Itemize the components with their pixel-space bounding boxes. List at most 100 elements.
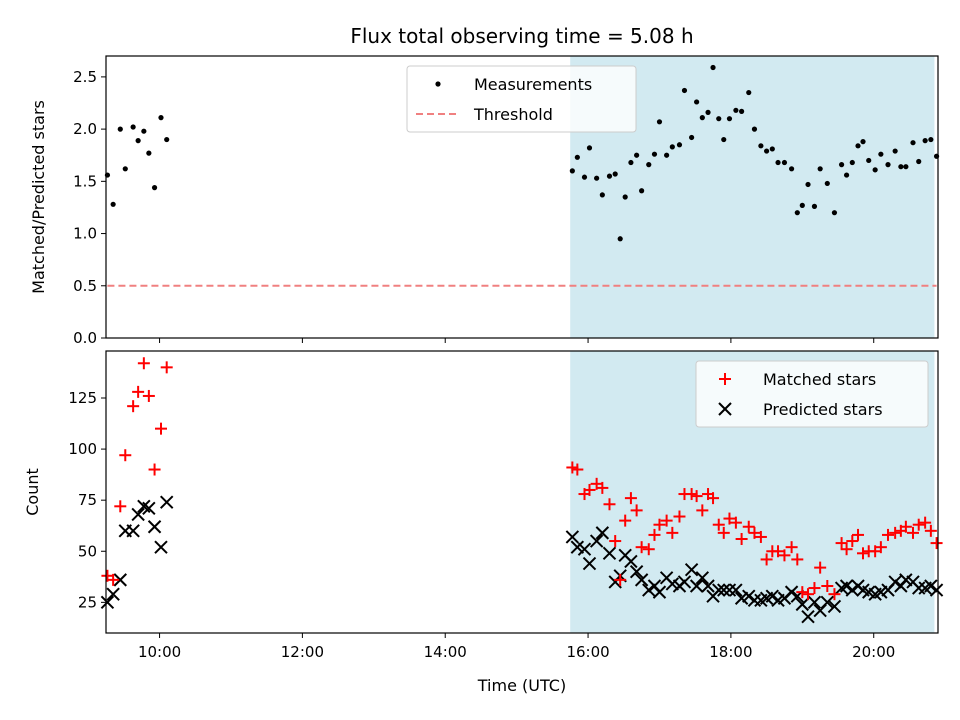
matched-star-point [717, 526, 730, 539]
bottom-ytick-label: 50 [78, 542, 97, 560]
bottom-points-layer [100, 357, 944, 624]
measurement-point [928, 136, 934, 143]
measurement-point [122, 166, 128, 172]
measurement-point [775, 159, 781, 166]
matched-star-point [648, 528, 661, 541]
measurement-point [824, 180, 830, 187]
predicted-star-point [602, 546, 617, 561]
top-ytick-label: 0.5 [73, 277, 97, 295]
matched-star-point [148, 463, 161, 476]
predicted-star-point [159, 495, 174, 509]
matched-star-point [808, 582, 821, 595]
measurement-point [788, 166, 795, 172]
matched-star-point [874, 541, 887, 554]
predicted-star-point [765, 589, 780, 603]
measurement-point [878, 151, 884, 157]
matched-star-point [760, 553, 773, 566]
predicted-star-point [642, 583, 656, 597]
matched-star-point [635, 541, 648, 554]
matched-star-point [778, 549, 791, 562]
measurement-point [710, 64, 716, 71]
x-axis-label: Time (UTC) [477, 676, 566, 695]
bottom-legend: Matched stars Predicted stars [695, 360, 929, 428]
matched-star-point [712, 518, 725, 531]
bottom-panel: 25 50 75 100 125 10:00 12:00 14:00 16:00 18:00 20… [23, 350, 944, 695]
measurement-point [872, 167, 878, 173]
predicted-star-point [845, 583, 860, 597]
legend-matched-label: Matched stars [763, 370, 876, 389]
legend-predicted-label: Predicted stars [763, 400, 883, 419]
matched-star-point [857, 547, 870, 560]
matched-star-point [673, 510, 686, 523]
matched-star-point [154, 422, 167, 435]
predicted-star-point [582, 556, 597, 571]
matched-star-point [107, 573, 120, 586]
measurement-point [689, 134, 695, 141]
measurement-point [699, 115, 705, 121]
predicted-star-point [634, 573, 649, 587]
top-ytick-label: 1.0 [73, 225, 97, 243]
matched-star-point [609, 535, 622, 548]
chart-title: Flux total observing time = 5.08 h [350, 24, 693, 48]
predicted-star-point [801, 609, 815, 624]
measurement-point [817, 166, 823, 172]
bottom-yticks: 25 50 75 100 125 [68, 389, 106, 611]
measurement-point [681, 87, 688, 94]
measurement-point [855, 143, 861, 149]
measurement-point [110, 201, 116, 207]
measurement-point [751, 126, 758, 132]
measurement-point [586, 145, 593, 151]
top-ytick-label: 2.0 [73, 120, 97, 138]
measurement-point [628, 159, 634, 166]
predicted-star-point [795, 597, 810, 612]
matched-star-point [696, 504, 709, 517]
measurement-point [639, 188, 645, 194]
measurement-point [758, 143, 764, 149]
x-tick-label: 10:00 [138, 643, 181, 661]
matched-star-point [821, 580, 834, 592]
measurement-point [164, 136, 170, 143]
predicted-star-point [742, 589, 756, 603]
measurement-point [634, 152, 640, 158]
predicted-star-point [131, 507, 145, 522]
matched-star-point [723, 512, 736, 525]
top-axes-frame [105, 55, 939, 339]
matched-star-point [614, 573, 627, 586]
matched-star-point [137, 357, 150, 370]
x-tick-label: 12:00 [281, 643, 324, 661]
measurement-point [898, 164, 904, 170]
predicted-star-point [784, 585, 799, 599]
predicted-star-point [729, 583, 743, 597]
measurement-point [885, 162, 891, 168]
predicted-star-point [577, 542, 592, 556]
measurement-point [739, 108, 745, 114]
matched-star-point [924, 524, 937, 537]
matched-star-point [889, 526, 902, 539]
predicted-star-point [624, 554, 638, 569]
matched-star-point [666, 526, 679, 539]
top-legend: Measurements Threshold [406, 65, 637, 133]
measurement-point [721, 136, 727, 143]
measurement-point [669, 144, 675, 150]
matched-star-point [802, 588, 815, 601]
top-panel: 0.0 0.5 1.0 1.5 2.0 2.5 Flux total observing … [29, 24, 940, 347]
matched-star-point [748, 526, 761, 539]
measurement-point [612, 171, 618, 177]
matched-star-point [583, 483, 596, 496]
matched-star-point [660, 514, 673, 527]
bottom-axes-frame [105, 350, 939, 634]
predicted-star-point [142, 501, 156, 516]
predicted-star-point [154, 540, 168, 554]
matched-star-point [835, 537, 848, 550]
matched-star-point [127, 400, 140, 413]
top-y-axis-label: Matched/Predicted stars [29, 100, 48, 294]
measurement-point [769, 146, 775, 152]
measurement-point [622, 194, 628, 200]
top-ytick-label: 1.5 [73, 172, 97, 190]
matched-star-point [735, 533, 748, 545]
matched-star-point [132, 385, 145, 398]
measurement-point [764, 148, 770, 154]
measurement-point [716, 116, 722, 122]
top-ytick-label: 0.0 [73, 329, 97, 347]
bottom-ytick-label: 100 [68, 440, 97, 458]
